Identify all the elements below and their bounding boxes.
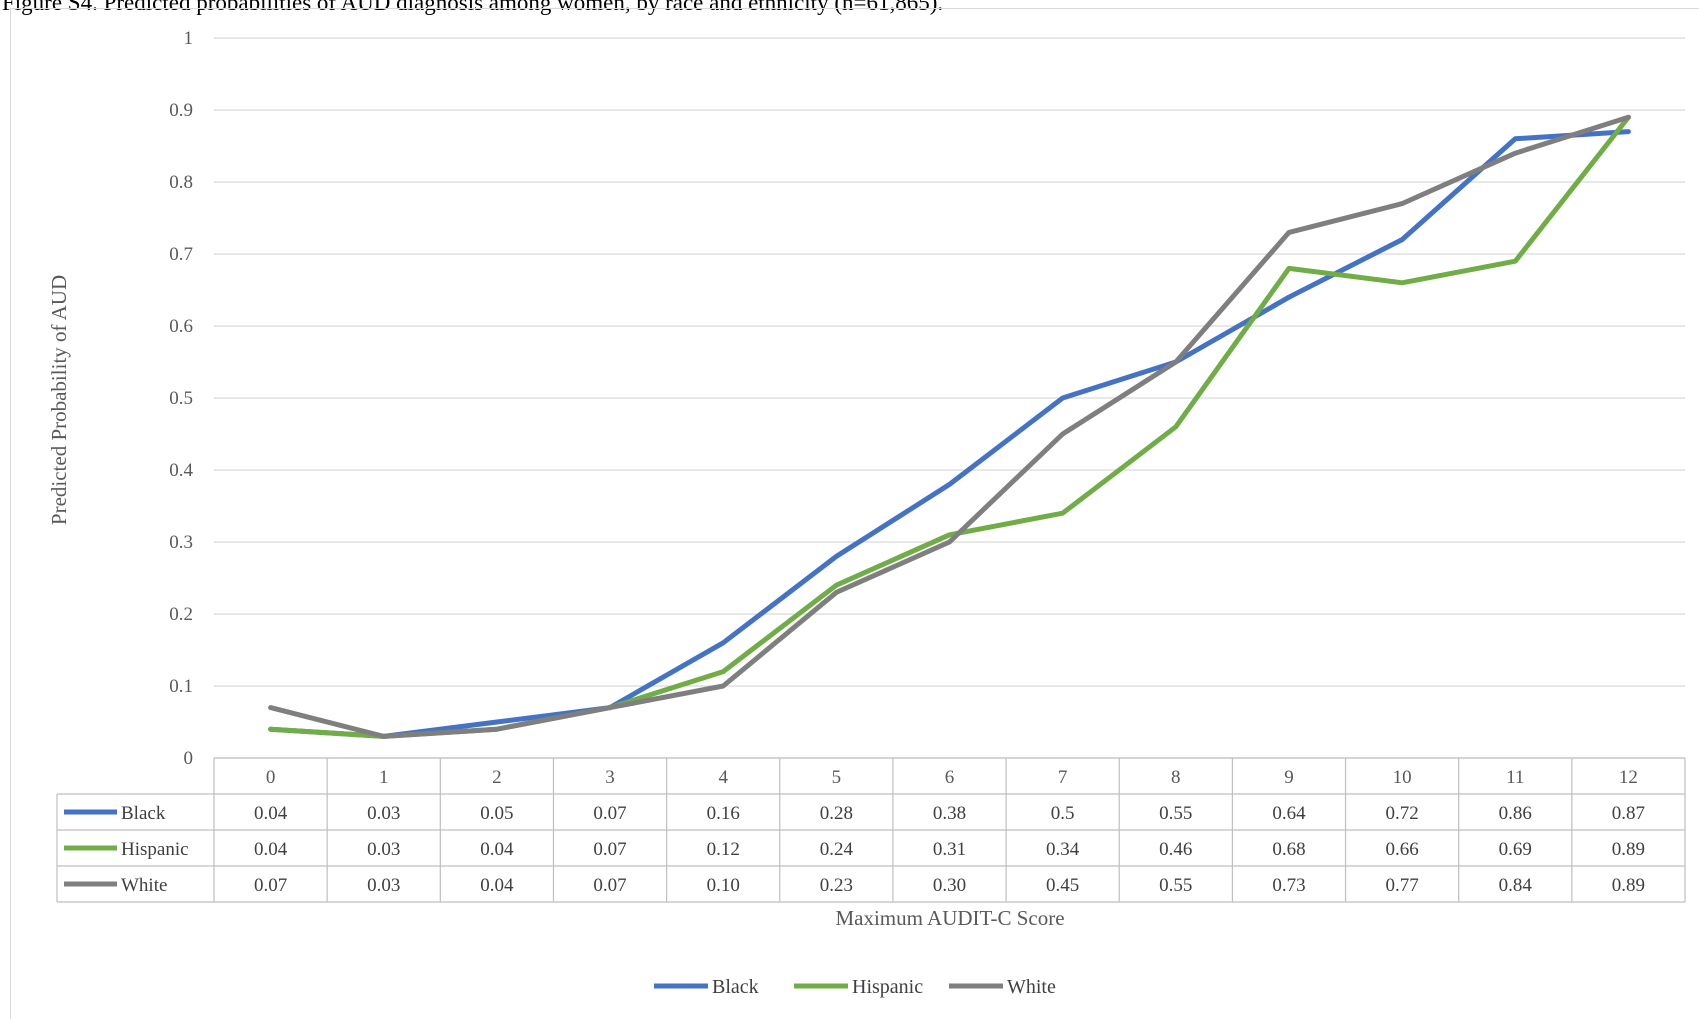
series-line-hispanic	[268, 114, 1631, 739]
table-cell: 0.04	[254, 839, 288, 860]
series-lines	[268, 114, 1631, 739]
table-cell: 0.05	[480, 803, 513, 824]
table-cell: 0.30	[933, 875, 966, 896]
y-axis-title: Predicted Probability of AUD	[47, 275, 71, 525]
x-tick-label: 6	[945, 767, 955, 788]
x-tick-label: 8	[1171, 767, 1181, 788]
table-cell: 0.89	[1612, 875, 1645, 896]
x-tick-label: 10	[1393, 767, 1412, 788]
legend-label: White	[1007, 976, 1056, 998]
y-tick-label: 0	[184, 748, 194, 769]
table-cell: 0.28	[820, 803, 853, 824]
table-cell: 0.5	[1051, 803, 1075, 824]
table-cell: 0.04	[480, 839, 514, 860]
series-line-white	[268, 114, 1631, 739]
table-series-name: White	[121, 875, 167, 896]
y-tick-label: 1	[184, 28, 194, 49]
y-tick-label: 0.6	[169, 316, 193, 337]
x-tick-label: 11	[1506, 767, 1524, 788]
table-cell: 0.87	[1612, 803, 1645, 824]
table-cell: 0.07	[593, 839, 626, 860]
table-cell: 0.84	[1499, 875, 1533, 896]
table-cell: 0.24	[820, 839, 854, 860]
table-cell: 0.86	[1499, 803, 1532, 824]
x-tick-label: 0	[266, 767, 276, 788]
series-line-black	[268, 129, 1631, 739]
table-cell: 0.31	[933, 839, 966, 860]
x-tick-label: 12	[1619, 767, 1638, 788]
x-tick-label: 1	[379, 767, 389, 788]
y-axis-ticks: 0 0.1 0.2 0.3 0.4 0.5 0.6 0.7 0.8 0.9 1	[169, 28, 193, 769]
table-cell: 0.07	[593, 803, 626, 824]
table-cell: 0.55	[1159, 875, 1192, 896]
table-cell: 0.46	[1159, 839, 1192, 860]
table-cell: 0.07	[254, 875, 287, 896]
table-cell: 0.38	[933, 803, 966, 824]
table-cell: 0.72	[1385, 803, 1418, 824]
table-cell: 0.77	[1385, 875, 1418, 896]
x-tick-label: 7	[1058, 767, 1068, 788]
legend-label: Black	[712, 976, 759, 998]
table-cell: 0.04	[254, 803, 288, 824]
table-cell: 0.07	[593, 875, 626, 896]
table-cell: 0.23	[820, 875, 853, 896]
table-series-name: Black	[121, 803, 166, 824]
table-cell: 0.64	[1272, 803, 1306, 824]
y-tick-label: 0.5	[169, 388, 193, 409]
table-cell: 0.55	[1159, 803, 1192, 824]
table-cell: 0.03	[367, 839, 400, 860]
table-cell: 0.03	[367, 875, 400, 896]
table-cell: 0.68	[1272, 839, 1305, 860]
y-tick-label: 0.4	[169, 460, 193, 481]
x-tick-label: 5	[832, 767, 842, 788]
y-tick-label: 0.3	[169, 532, 193, 553]
table-cell: 0.10	[707, 875, 740, 896]
table-series-name: Hispanic	[121, 839, 189, 860]
table-cell: 0.89	[1612, 839, 1645, 860]
table-cell: 0.66	[1385, 839, 1418, 860]
x-tick-label: 9	[1284, 767, 1294, 788]
legend-label: Hispanic	[852, 976, 923, 998]
gridlines	[214, 37, 1685, 759]
x-axis-title: Maximum AUDIT-C Score	[835, 906, 1064, 930]
x-tick-label: 3	[605, 767, 615, 788]
y-tick-label: 0.2	[169, 604, 193, 625]
legend: Black Hispanic White	[654, 976, 1056, 998]
table-cell: 0.16	[707, 803, 740, 824]
y-tick-label: 0.7	[169, 244, 193, 265]
y-tick-label: 0.8	[169, 172, 193, 193]
table-cell: 0.45	[1046, 875, 1079, 896]
table-cell: 0.04	[480, 875, 514, 896]
y-tick-label: 0.1	[169, 676, 193, 697]
table-cell: 0.69	[1499, 839, 1532, 860]
x-tick-label: 4	[718, 767, 728, 788]
table-cell: 0.34	[1046, 839, 1080, 860]
x-tick-label: 2	[492, 767, 502, 788]
table-cell: 0.03	[367, 803, 400, 824]
chart-area	[10, 8, 1699, 1019]
y-tick-label: 0.9	[169, 100, 193, 121]
figure-title: Figure S4. Predicted probabilities of AU…	[2, 0, 944, 15]
table-cell: 0.12	[707, 839, 740, 860]
table-cell: 0.73	[1272, 875, 1305, 896]
